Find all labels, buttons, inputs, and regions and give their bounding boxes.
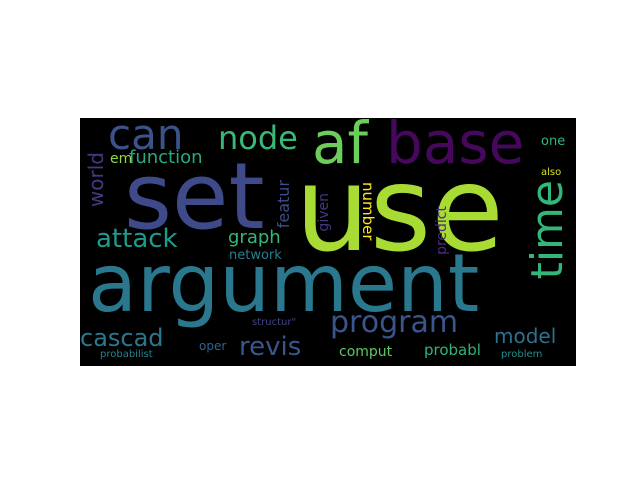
word-can: can xyxy=(108,118,184,159)
word-predict: predict xyxy=(434,206,450,255)
word-oper: oper xyxy=(199,339,227,353)
word-time: time xyxy=(522,180,573,280)
word-af: af xyxy=(312,118,368,177)
word-argument: argument xyxy=(88,237,480,330)
word-graph: graph xyxy=(228,227,281,248)
word-base: base xyxy=(386,118,525,177)
word-one: one xyxy=(541,134,566,149)
word-featur: featur xyxy=(274,180,293,229)
word-structur: structur" xyxy=(252,317,297,328)
word-world: world xyxy=(84,152,108,208)
word-model: model xyxy=(494,324,557,348)
word-network: network xyxy=(229,248,282,263)
word-revis: revis xyxy=(239,332,302,362)
word-set: set xyxy=(124,143,265,250)
word-also: also xyxy=(541,167,562,178)
word-cloud: use set argument af base can node time a… xyxy=(80,118,576,366)
word-node: node xyxy=(218,119,298,157)
word-probabilist: probabilist xyxy=(100,349,153,360)
word-problem: problem xyxy=(501,349,543,360)
word-probabl: probabl xyxy=(424,341,481,359)
word-em: em xyxy=(110,151,133,167)
word-attack: attack xyxy=(96,224,178,254)
word-program: program xyxy=(330,305,459,340)
word-comput: comput xyxy=(339,344,393,360)
word-function: function xyxy=(129,147,203,168)
word-use: use xyxy=(295,140,504,278)
word-given: given xyxy=(316,193,332,232)
word-cascad: cascad xyxy=(80,324,164,352)
word-number: number xyxy=(359,182,377,241)
